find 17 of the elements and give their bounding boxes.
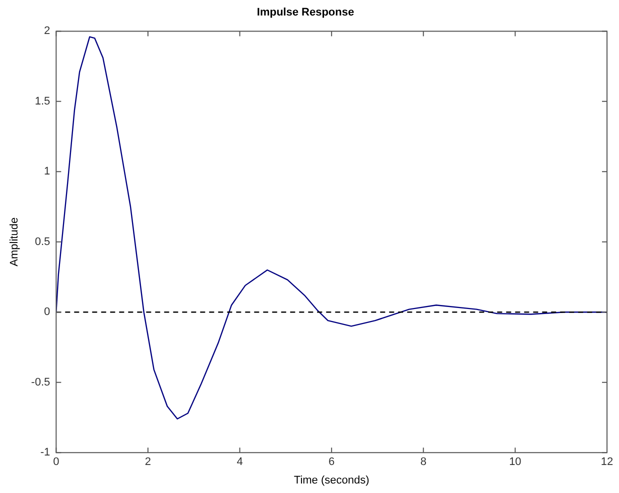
x-axis-title: Time (seconds) (294, 474, 370, 486)
x-tick-label: 4 (236, 456, 243, 468)
x-tick-label: 2 (144, 456, 152, 468)
x-tick-label: 0 (53, 456, 60, 468)
y-tick-label: 0 (44, 306, 50, 318)
y-axis-title: Amplitude (8, 217, 21, 266)
y-tick-label: -0.5 (31, 376, 50, 388)
y-tick-label: 1.5 (34, 95, 50, 108)
x-tick-label: 12 (600, 456, 614, 468)
y-tick-label: -1 (40, 446, 50, 459)
y-tick-label: 2 (44, 25, 50, 38)
x-tick-label: 10 (509, 456, 522, 468)
x-tick-label: 8 (420, 456, 426, 468)
chart-title: Impulse Response (256, 6, 354, 19)
y-tick-label: 1 (44, 166, 50, 178)
y-tick-label: 0.5 (34, 236, 50, 248)
x-tick-label: 6 (328, 456, 335, 468)
